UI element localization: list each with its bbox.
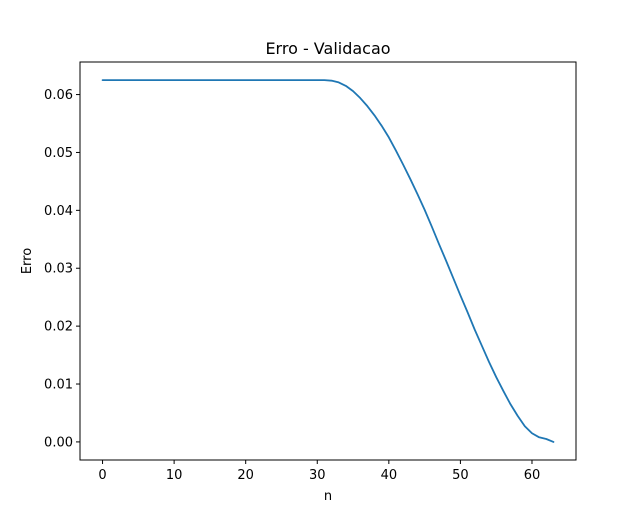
y-tick-label: 0.06 [44, 88, 73, 103]
x-axis-label: n [324, 489, 332, 504]
chart-title: Erro - Validacao [265, 39, 390, 58]
x-tick-label: 10 [166, 468, 183, 483]
y-tick-label: 0.01 [44, 378, 73, 393]
y-tick-label: 0.03 [44, 262, 73, 277]
x-axis: 0 10 20 30 40 50 60 [98, 460, 540, 483]
y-tick-label: 0.05 [44, 146, 73, 161]
y-tick-label: 0.02 [44, 320, 73, 335]
x-tick-label: 40 [381, 468, 398, 483]
x-tick-label: 0 [98, 468, 106, 483]
x-tick-label: 30 [309, 468, 326, 483]
x-tick-label: 60 [524, 468, 541, 483]
y-axis: 0.00 0.01 0.02 0.03 0.04 0.05 0.06 [44, 88, 80, 450]
plot-area [101, 79, 555, 443]
series-line-0 [101, 79, 555, 443]
y-tick-label: 0.04 [44, 204, 73, 219]
y-tick-label: 0.00 [44, 435, 73, 450]
y-axis-label: Erro [20, 248, 35, 274]
x-tick-label: 20 [237, 468, 254, 483]
plot-frame [79, 61, 577, 461]
x-tick-label: 50 [452, 468, 469, 483]
